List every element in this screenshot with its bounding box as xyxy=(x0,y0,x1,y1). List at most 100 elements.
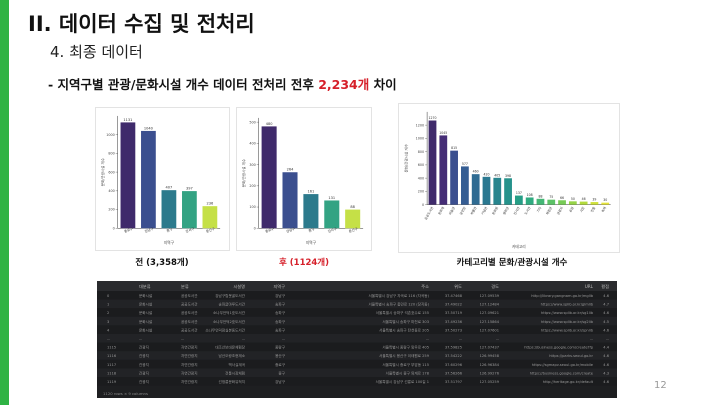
table-cell: 전통시장체험 xyxy=(225,370,245,375)
x-tick-label: 강남구 xyxy=(285,226,295,234)
desc-prefix: - 지역구별 관광/문화시설 개수 데이터 전처리 전후 xyxy=(48,77,319,92)
table-cell: 2 xyxy=(107,311,109,315)
table-cell: ... xyxy=(282,337,285,341)
x-tick-label: 문화원 xyxy=(490,206,499,216)
bar-value-label: 1270 xyxy=(429,116,437,120)
table-cell: 송파글마루도서관 xyxy=(219,302,246,307)
y-axis-label: 문화/관광시설 개수 xyxy=(241,158,246,187)
table-cell: ... xyxy=(606,337,609,341)
table-cell: 서울특별시 송파구 마천로 303 xyxy=(382,319,429,324)
y-tick-label: 800 xyxy=(418,150,424,154)
table-cell: 37.50719 xyxy=(445,311,463,315)
table-cell: 4.6 xyxy=(603,311,609,315)
x-tick-label: 공연장 xyxy=(458,206,467,216)
desc-suffix: 차이 xyxy=(369,77,397,92)
table-row xyxy=(97,342,617,352)
x-tick-label: 기념관 xyxy=(480,206,489,216)
table-cell: http://heritage.go.kr/default xyxy=(543,380,594,384)
table-cell: 127.07601 xyxy=(480,328,499,332)
table-row xyxy=(97,291,617,300)
table-cell: 문화시설 xyxy=(139,293,152,298)
table-cell: 3 xyxy=(107,320,109,324)
table-cell: 문화시설 xyxy=(139,319,152,324)
table-cell: 1115 xyxy=(107,346,116,350)
table-cell: 1117 xyxy=(107,363,116,367)
y-tick-label: 400 xyxy=(418,176,424,180)
bar-1 xyxy=(439,135,448,205)
bar-9 xyxy=(525,197,534,205)
table-cell: 37.51797 xyxy=(445,380,462,384)
y-tick-label: 300 xyxy=(249,163,255,167)
table-cell: 서울특별시 강남구 선릉로 100길 1 xyxy=(376,379,429,384)
bar-6 xyxy=(493,177,502,205)
accent-bar xyxy=(0,0,9,405)
table-cell: 서울특별시 종로구 부암동 115 xyxy=(382,362,429,367)
table-cell: 4.5 xyxy=(603,320,609,324)
x-tick-label: 공공도서관 xyxy=(423,206,435,221)
bar-value-label: 75 xyxy=(549,195,553,199)
bar-value-label: 577 xyxy=(462,162,468,166)
table-cell: 1118 xyxy=(107,371,117,375)
bar-5 xyxy=(482,176,491,205)
table-cell: 서울특별시 송파구 석촌호수로 155 xyxy=(376,310,429,315)
table-cell: 송파구 xyxy=(275,319,286,324)
table-row xyxy=(97,308,617,317)
slide-title: II. 데이터 수집 및 전처리 xyxy=(28,12,255,36)
x-axis-label: 지역구 xyxy=(306,240,317,245)
slide-description: - 지역구별 관광/문화시설 개수 데이터 전처리 전후 2,234개 차이 xyxy=(48,74,397,93)
table-cell: 자연관광지 xyxy=(181,345,198,350)
table-cell: 공공도서관 xyxy=(181,327,198,332)
table-cell: 관광지 xyxy=(139,353,149,358)
table-cell: 127.05259 xyxy=(480,380,500,384)
y-tick-label: 1000 xyxy=(106,133,114,137)
table-cell: 문화시설 xyxy=(139,327,152,332)
table-cell: 관광지 xyxy=(139,362,149,367)
x-tick-label: 관광지 xyxy=(555,206,564,216)
table-cell: https://www.splib.or.kr/sg2lib xyxy=(541,320,594,324)
table-cell: 용산구 xyxy=(275,353,286,358)
y-tick-label: 0 xyxy=(254,226,256,230)
bar-7 xyxy=(504,178,512,205)
table-cell: 대조선보대문체험장 xyxy=(215,345,245,350)
table-header-cell: URL xyxy=(585,284,594,289)
table-cell: 4.6 xyxy=(603,354,609,358)
table-cell: https://business.google.com/create xyxy=(530,371,594,375)
table-cell: ... xyxy=(426,337,429,341)
chart-after: 0 100 200 300 400 500 문화/관광시설 개수 480 종로구 264 강남구 16… xyxy=(241,117,364,245)
y-tick-label: 1200 xyxy=(416,123,425,127)
bar-value-label: 815 xyxy=(451,146,457,150)
bar-value-label: 108 xyxy=(527,193,533,197)
bar-value-label: 131 xyxy=(328,196,335,200)
bar-value-label: 1131 xyxy=(123,118,132,122)
table-cell: 127.09539 xyxy=(480,294,500,298)
y-axis-label: 문화/관광시설 개수 xyxy=(100,157,105,186)
x-tick-label: 체험관 xyxy=(544,206,553,216)
bar-value-label: 460 xyxy=(473,170,479,174)
table-cell: ... xyxy=(139,337,142,341)
x-tick-label: 용산구 xyxy=(205,226,215,234)
table-row xyxy=(97,368,617,377)
table-cell: 소나무언덕2호도서관 xyxy=(213,319,246,324)
table-cell: https://www.splib.or.kr/spnlib xyxy=(541,328,594,332)
table-cell: 0 xyxy=(107,294,110,298)
table-cell: https://sgmapv.seoul.go.kr/mobile xyxy=(532,363,594,367)
table-cell: 서울특별시 송파구 충민로 120 (장지동) xyxy=(368,302,429,307)
table-cell: 강남구 xyxy=(275,293,286,298)
x-tick-label: 영화관 xyxy=(501,206,510,216)
table-cell: 송파구 xyxy=(275,302,286,307)
table-header-cell: 평점 xyxy=(601,283,609,289)
bar-13 xyxy=(568,201,577,205)
bar-3 xyxy=(324,200,340,229)
bar-value-label: 407 xyxy=(166,186,173,190)
x-tick-label: 용산구 xyxy=(348,226,358,234)
y-tick-label: 200 xyxy=(249,184,255,188)
dataframe-preview: 대분류 분류 시설명 지역구 주소 위도 경도 URL 평점 0 문화시설 공공도서관 강남구립못골도서… xyxy=(97,281,617,398)
x-tick-label: 기타 xyxy=(535,206,542,214)
y-tick-label: 1000 xyxy=(416,137,425,141)
table-cell: 관광지 xyxy=(139,379,149,384)
table-cell: 127.15864 xyxy=(480,320,500,324)
bar-value-label: 1040 xyxy=(144,126,154,130)
chart-category: 0 200 400 600 800 1000 1200 문화/관광시설 개수 1270 공공도서관… xyxy=(403,111,611,249)
chart-category-panel: 0 200 400 600 800 1000 1200 문화/관광시설 개수 1270 공공도서관… xyxy=(398,103,620,253)
y-tick-label: 100 xyxy=(249,205,255,209)
